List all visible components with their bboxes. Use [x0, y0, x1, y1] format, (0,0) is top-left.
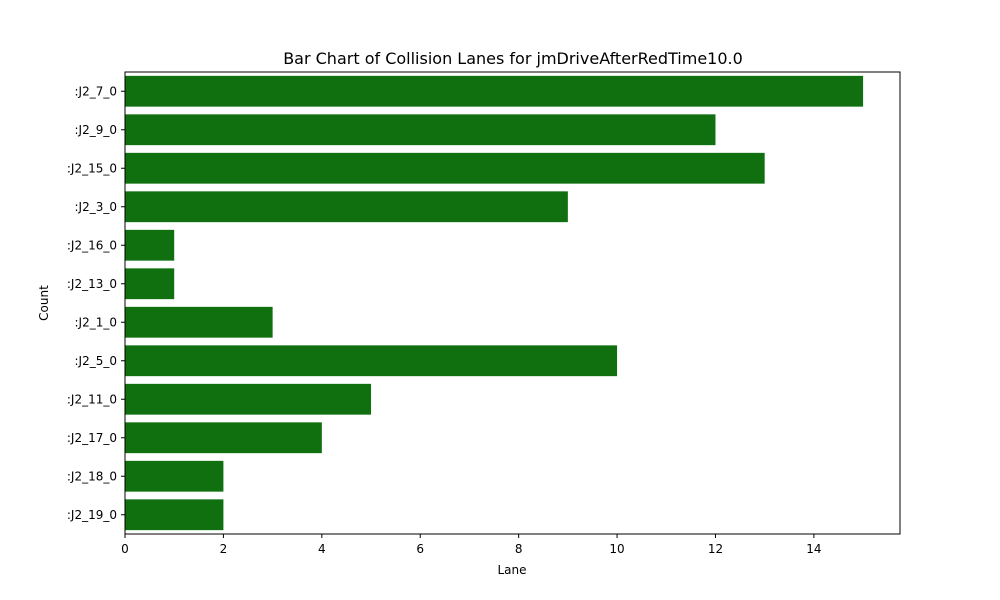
- bar: [125, 114, 716, 146]
- y-axis-label: Count: [37, 285, 51, 321]
- y-tick-label: :J2_18_0: [67, 469, 117, 483]
- x-tick-label: 14: [806, 542, 821, 556]
- bar: [125, 345, 618, 377]
- y-tick-label: :J2_11_0: [67, 392, 117, 406]
- y-tick-label: :J2_7_0: [75, 84, 118, 98]
- bar: [125, 191, 568, 223]
- x-axis-ticks: 0 2 4 6 8 10 12 14: [121, 534, 822, 556]
- bar: [125, 460, 224, 492]
- y-tick-label: :J2_5_0: [75, 354, 118, 368]
- bar: [125, 383, 372, 415]
- x-tick-label: 2: [220, 542, 228, 556]
- y-tick-label: :J2_19_0: [67, 508, 117, 522]
- bar: [125, 499, 224, 531]
- y-tick-label: :J2_9_0: [75, 123, 118, 137]
- y-tick-label: :J2_3_0: [75, 200, 118, 214]
- bar: [125, 75, 864, 107]
- bar: [125, 268, 175, 300]
- bar: [125, 422, 322, 454]
- y-tick-label: :J2_1_0: [75, 315, 118, 329]
- y-tick-label: :J2_13_0: [67, 277, 117, 291]
- y-tick-label: :J2_16_0: [67, 238, 117, 252]
- y-tick-label: :J2_17_0: [67, 431, 117, 445]
- bar: [125, 229, 175, 261]
- y-tick-label: :J2_15_0: [67, 161, 117, 175]
- x-tick-label: 10: [609, 542, 624, 556]
- x-tick-label: 8: [515, 542, 523, 556]
- chart-title: Bar Chart of Collision Lanes for jmDrive…: [283, 49, 743, 68]
- bar: [125, 152, 765, 184]
- bars-group: [125, 75, 864, 531]
- x-tick-label: 4: [318, 542, 326, 556]
- x-tick-label: 0: [121, 542, 129, 556]
- bar: [125, 306, 273, 338]
- x-tick-label: 12: [708, 542, 723, 556]
- x-tick-label: 6: [416, 542, 424, 556]
- x-axis-label: Lane: [497, 563, 526, 577]
- plot-frame: [124, 71, 901, 535]
- y-axis-ticks: :J2_7_0 :J2_9_0 :J2_15_0 :J2_3_0 :J2_16_0 :J2…: [67, 84, 125, 522]
